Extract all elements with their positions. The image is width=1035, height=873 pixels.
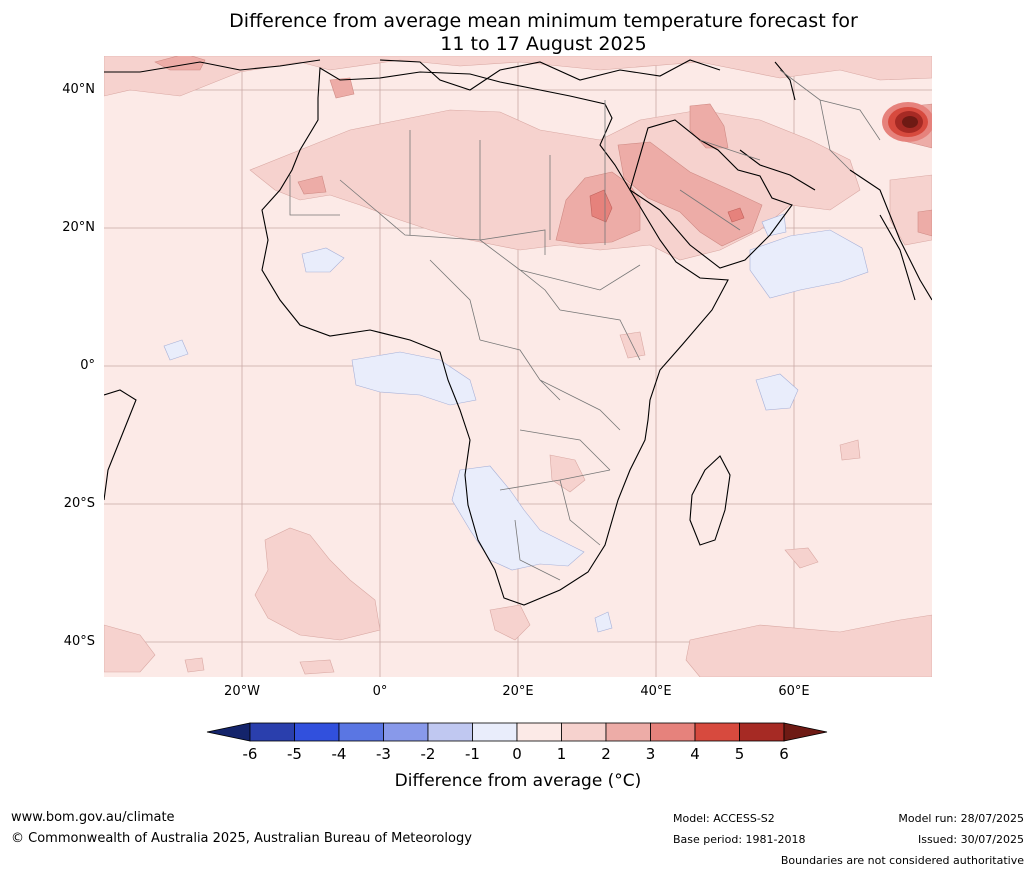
arabia-coastline bbox=[629, 119, 793, 269]
colorbar-bin bbox=[383, 722, 429, 742]
lat-label-20s: 20°S bbox=[63, 496, 95, 511]
footer-copyright: © Commonwealth of Australia 2025, Austra… bbox=[11, 831, 472, 846]
colorbar-bin bbox=[427, 722, 473, 742]
colorbar-tick-label: 5 bbox=[734, 745, 745, 763]
madagascar-coastline bbox=[689, 455, 731, 546]
colorbar-arrow-low bbox=[206, 722, 251, 742]
colorbar-tick-label: 0 bbox=[512, 745, 522, 763]
colorbar-tick-label: 3 bbox=[645, 745, 656, 763]
colorbar-bin bbox=[605, 722, 651, 742]
colorbar-arrow-high bbox=[783, 722, 828, 742]
colorbar-bin bbox=[472, 722, 518, 742]
caspian-gulf-coastline bbox=[739, 61, 816, 191]
colorbar-bin bbox=[561, 722, 607, 742]
lat-label-40n: 40°N bbox=[62, 82, 95, 97]
colorbar-bin bbox=[650, 722, 696, 742]
lon-label-60e: 60°E bbox=[778, 684, 810, 699]
footer-model: Model: ACCESS-S2 bbox=[673, 812, 775, 825]
lat-label-0: 0° bbox=[80, 358, 95, 373]
footer-model-run: Model run: 28/07/2025 bbox=[898, 812, 1024, 825]
colorbar-label: Difference from average (°C) bbox=[394, 771, 642, 791]
map-panel bbox=[104, 56, 932, 677]
colorbar-tick-label: 4 bbox=[690, 745, 700, 763]
coastlines bbox=[104, 59, 932, 606]
title-line-2: 11 to 17 August 2025 bbox=[440, 33, 647, 55]
lat-label-40s: 40°S bbox=[63, 634, 95, 649]
anomaly-minus-1-to-0-areas bbox=[163, 213, 869, 633]
europe-coastline bbox=[104, 59, 721, 91]
title-line-1: Difference from average mean minimum tem… bbox=[229, 10, 858, 32]
colorbar-tick-label: 6 bbox=[779, 745, 789, 763]
footer-issued: Issued: 30/07/2025 bbox=[917, 833, 1024, 846]
colorbar-tick-label: 2 bbox=[601, 745, 611, 763]
lon-label-40e: 40°E bbox=[640, 684, 672, 699]
colorbar-tick-label: -5 bbox=[287, 745, 302, 763]
lon-label-20w: 20°W bbox=[224, 684, 260, 699]
colorbar-tick-label: -1 bbox=[465, 745, 480, 763]
lon-label-0: 0° bbox=[372, 684, 388, 699]
footer-website: www.bom.gov.au/climate bbox=[11, 810, 175, 825]
south-america-coastline bbox=[104, 389, 137, 501]
footer-base-period: Base period: 1981-2018 bbox=[673, 833, 806, 846]
anomaly-3-to-4-areas bbox=[589, 189, 745, 223]
footer-disclaimer: Boundaries are not considered authoritat… bbox=[780, 854, 1024, 867]
colorbar-bin bbox=[739, 722, 785, 742]
lat-label-20n: 20°N bbox=[62, 220, 95, 235]
lon-label-20e: 20°E bbox=[502, 684, 534, 699]
colorbar-tick-label: -2 bbox=[420, 745, 436, 763]
colorbar-bin bbox=[338, 722, 384, 742]
india-coastline bbox=[849, 169, 932, 301]
africa-coastline bbox=[261, 67, 729, 606]
colorbar-bin bbox=[516, 722, 562, 742]
colorbar-tick-label: -4 bbox=[331, 745, 347, 763]
colorbar bbox=[206, 722, 828, 742]
colorbar-tick-label: -6 bbox=[242, 745, 258, 763]
colorbar-bin bbox=[249, 722, 295, 742]
colorbar-tick-label: 1 bbox=[556, 745, 567, 763]
colorbar-bin bbox=[294, 722, 340, 742]
country-boundaries bbox=[289, 69, 881, 581]
colorbar-bin bbox=[694, 722, 740, 742]
colorbar-tick-label: -3 bbox=[376, 745, 391, 763]
chart-title: Difference from average mean minimum tem… bbox=[0, 10, 1035, 56]
anomaly-hotspot-himalaya bbox=[882, 102, 932, 142]
